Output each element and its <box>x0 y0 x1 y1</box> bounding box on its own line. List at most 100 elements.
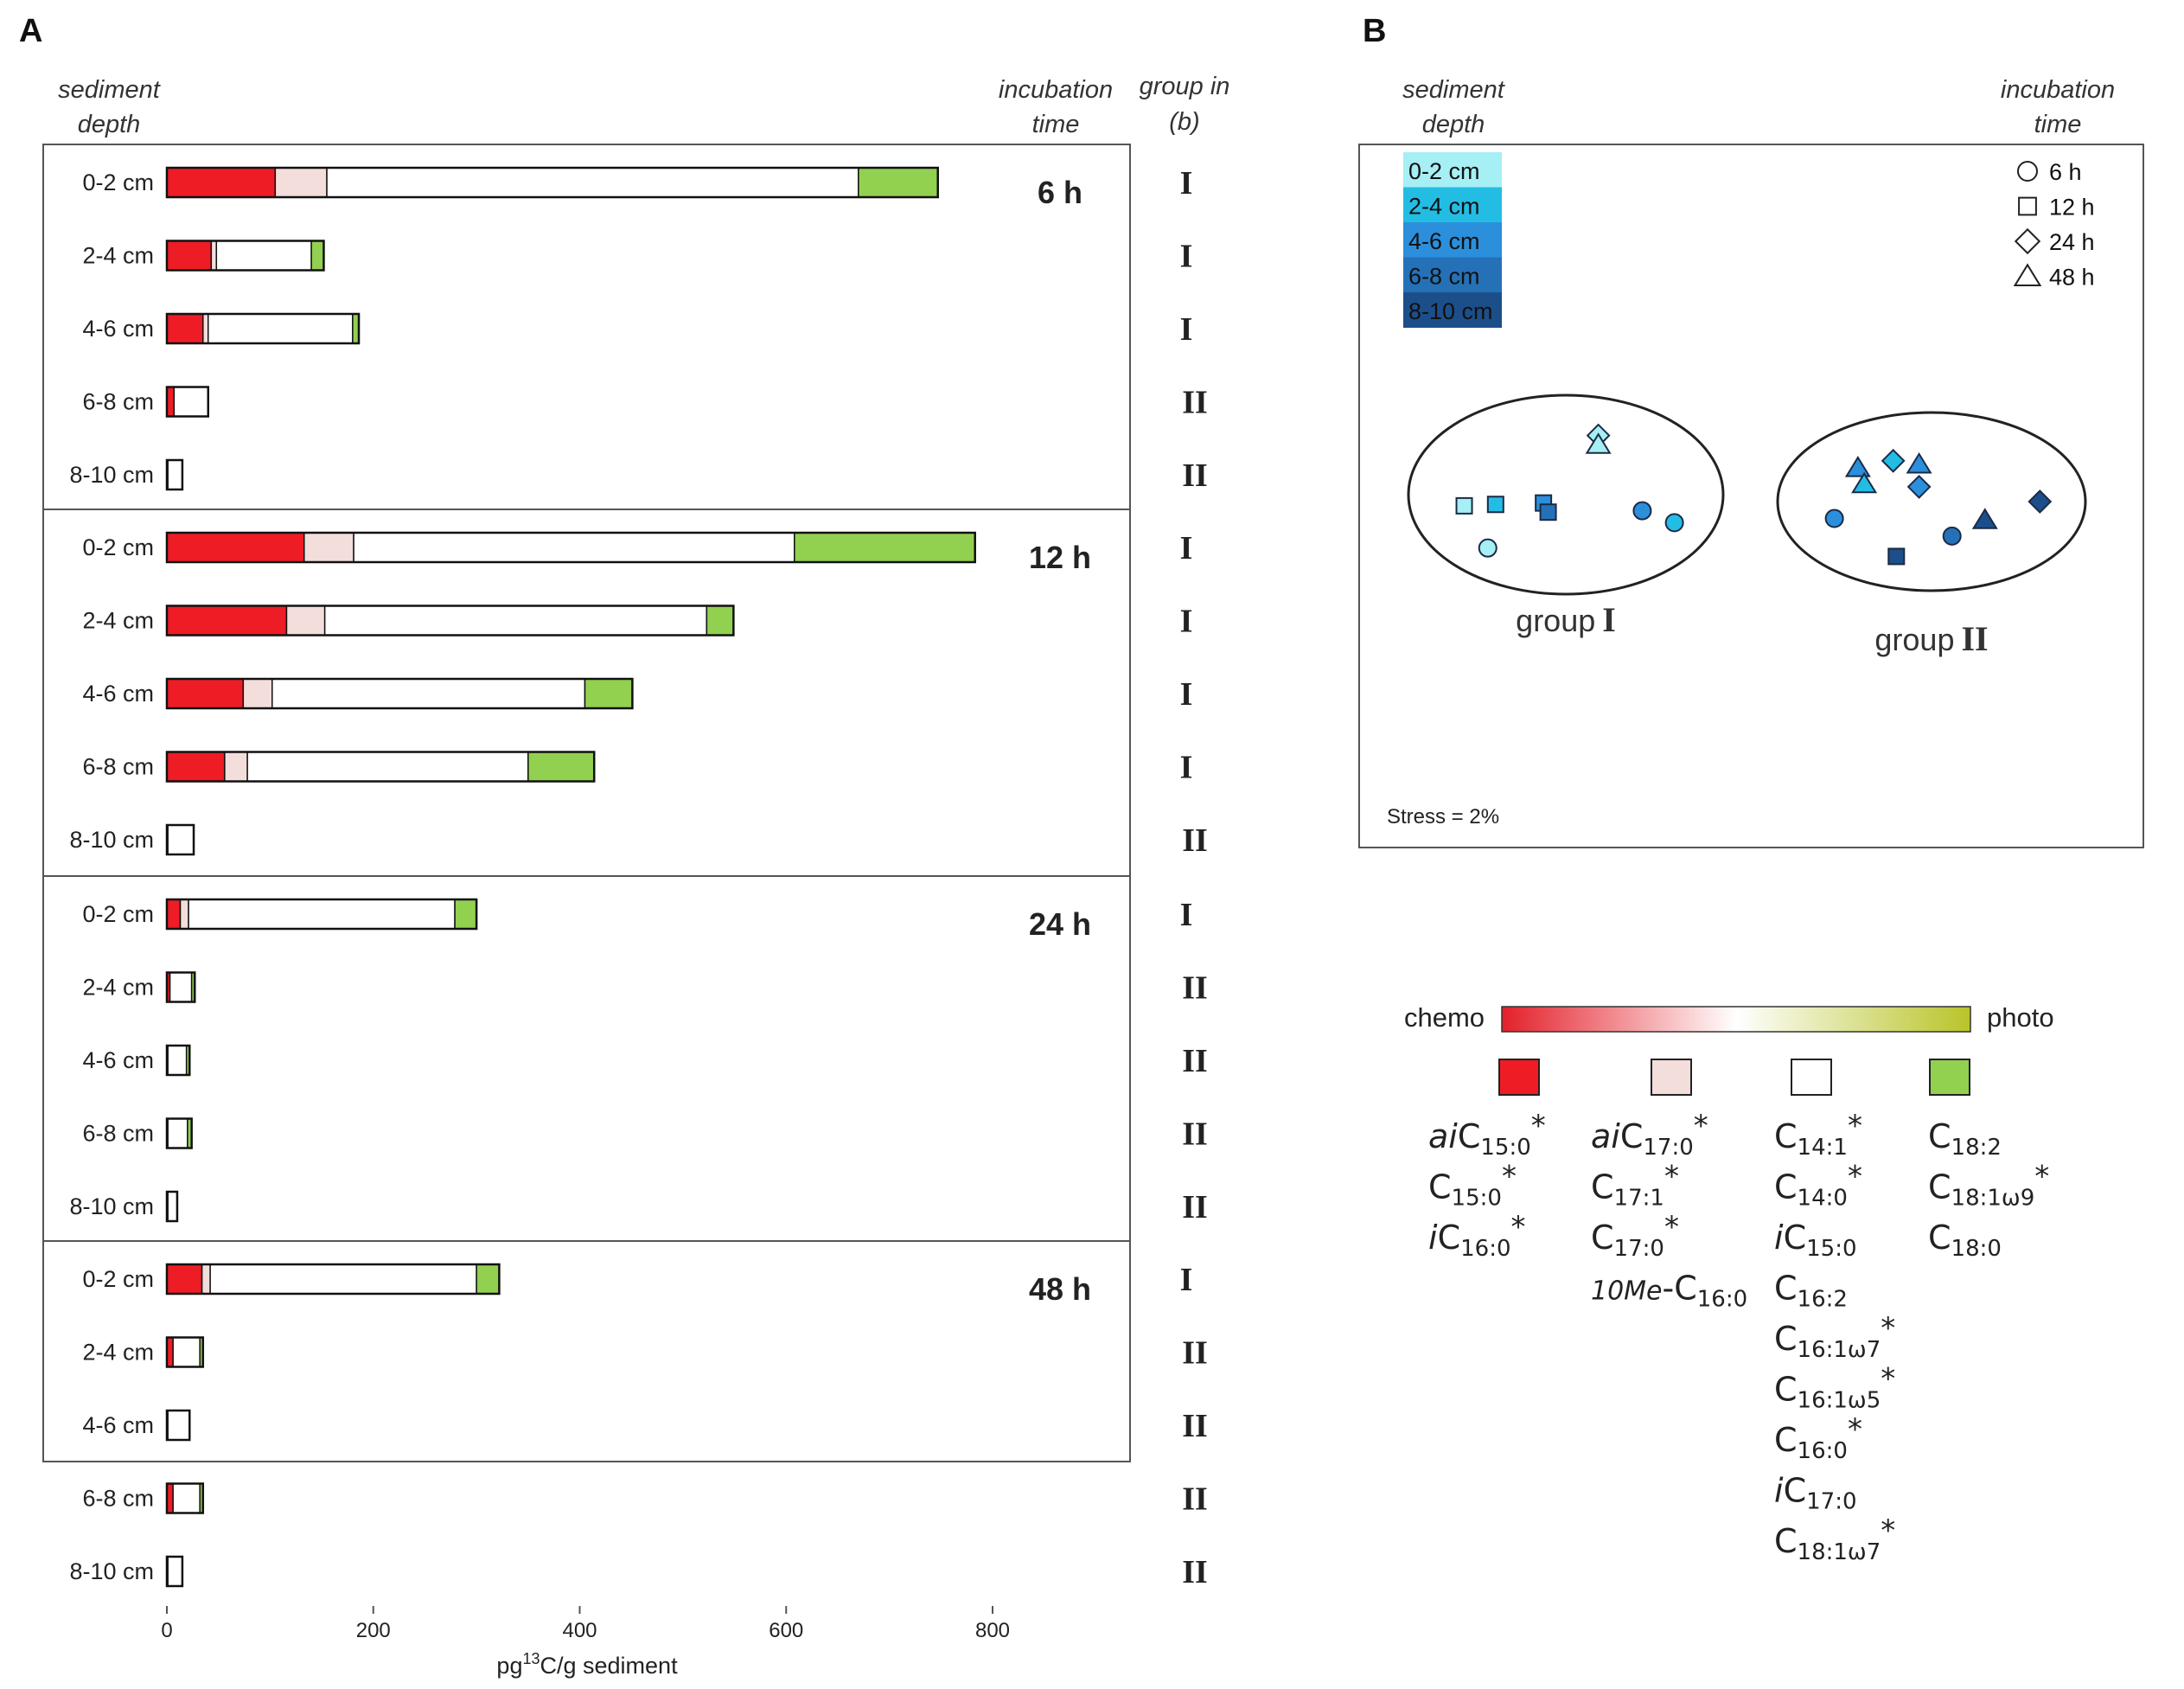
bar-segment <box>584 678 634 709</box>
time-legend-triangle-icon <box>2013 263 2042 287</box>
group-numeral: II <box>1182 1116 1208 1153</box>
group-numeral: II <box>1182 1481 1208 1518</box>
bar-segment <box>706 605 735 637</box>
data-point <box>1585 432 1612 454</box>
depth-header-line2: depth <box>78 111 141 138</box>
bar-outline <box>165 823 195 856</box>
fatty-acid-label: C16:1ω5* <box>1774 1362 1895 1414</box>
bar-outline <box>165 458 184 491</box>
bar-segment <box>166 899 182 930</box>
bar-segment <box>173 386 209 418</box>
depth-swatch <box>1403 257 1502 293</box>
group-header-line1: group in <box>1140 73 1230 100</box>
bar-segment <box>242 678 273 709</box>
depth-label: 8-10 cm <box>69 462 154 488</box>
depth-label: 0-2 cm <box>82 534 154 560</box>
bar-segment <box>201 1264 211 1295</box>
bar-segment <box>310 240 325 272</box>
fatty-acid-label: C14:1* <box>1774 1109 1862 1161</box>
bar-segment <box>285 605 326 637</box>
depth-label: 8-10 cm <box>69 1193 154 1219</box>
fatty-acid-label: C18:0 <box>1928 1219 2002 1262</box>
panel-a-headers: sediment depth incubation time group in … <box>58 73 1229 138</box>
stress-label: Stress = 2% <box>1387 805 1499 829</box>
bar-segment <box>166 167 277 198</box>
depth-label: 6-8 cm <box>82 389 154 415</box>
group-numeral: I <box>1180 750 1193 786</box>
depth-legend: 0-2 cm 2-4 cm 4-6 cm 6-8 cm 8-10 cm <box>1403 152 1502 328</box>
nmds-scatter <box>1455 423 2053 566</box>
bar-outline <box>165 1044 191 1077</box>
data-point <box>1906 451 1932 474</box>
fatty-acid-label: 10Me-C16:0 <box>1591 1270 1747 1313</box>
bar-segment <box>167 459 183 490</box>
x-tick-label: 400 <box>562 1619 597 1642</box>
group-numeral: I <box>1180 165 1193 202</box>
bar-chart-frame <box>42 144 1131 1462</box>
depth-label: 4-6 cm <box>82 316 154 342</box>
bar-outline <box>165 677 634 710</box>
depth-label: 0-2 cm <box>82 901 154 927</box>
x-tick-label: 200 <box>356 1619 391 1642</box>
bar-outline <box>165 751 596 783</box>
x-tick-label: 800 <box>975 1619 1010 1642</box>
fa-group-swatch <box>1498 1059 1540 1096</box>
bar-segment <box>224 751 248 783</box>
data-point <box>1632 501 1652 521</box>
group-i-label: group I <box>1516 600 1616 639</box>
x-tick-label: 600 <box>769 1619 803 1642</box>
depth-legend-label: 2-4 cm <box>1408 194 1480 220</box>
time-header-line2: time <box>1032 111 1080 138</box>
panel-b-letter: B <box>1363 13 1386 49</box>
group-numeral: I <box>1180 1262 1193 1298</box>
fa-group-swatch <box>1929 1059 1970 1096</box>
bar-segment <box>326 167 859 198</box>
b-depth-header-line2: depth <box>1422 111 1485 138</box>
bar-segment <box>476 1264 501 1295</box>
group-numeral: II <box>1182 385 1208 421</box>
fatty-acid-label: C18:1ω7* <box>1774 1513 1895 1565</box>
bar-segment <box>167 1045 188 1076</box>
depth-swatch <box>1403 187 1502 223</box>
bar-segment <box>274 167 328 198</box>
group-numeral: I <box>1180 239 1193 275</box>
group-numeral: I <box>1180 897 1193 933</box>
bar-chart: 6 h0-2 cm I2-4 cm I4-6 cm I6-8 cm II8-10 cm I… <box>42 144 1208 1679</box>
time-group-label: 6 h <box>1038 175 1082 210</box>
bar-segment <box>794 532 976 563</box>
fatty-acid-label: C18:1ω9* <box>1928 1160 2049 1212</box>
bar-outline <box>165 1482 205 1514</box>
bar-segment <box>167 1556 183 1587</box>
data-point <box>1887 547 1906 566</box>
group-numeral: II <box>1182 822 1208 859</box>
bar-segment <box>858 167 939 198</box>
depth-label: 8-10 cm <box>69 827 154 853</box>
time-group-label: 12 h <box>1029 540 1091 575</box>
bar-segment <box>209 1264 477 1295</box>
depth-label: 0-2 cm <box>82 170 154 195</box>
data-point <box>1664 513 1684 533</box>
bar-outline <box>165 386 209 418</box>
bar-segment <box>188 899 456 930</box>
data-point <box>1881 448 1906 473</box>
depth-label: 2-4 cm <box>82 1340 154 1366</box>
bar-segment <box>167 1191 178 1222</box>
depth-legend-label: 8-10 cm <box>1408 298 1493 324</box>
bar-outline <box>165 1117 193 1149</box>
bar-segment <box>527 751 595 783</box>
depth-label: 2-4 cm <box>82 243 154 269</box>
x-axis-label: pg13C/g sediment <box>496 1650 678 1679</box>
fatty-acid-label: C16:1ω7* <box>1774 1311 1895 1363</box>
bar-outline <box>165 898 478 931</box>
data-point <box>1824 509 1844 528</box>
data-point <box>1486 496 1504 514</box>
fatty-acid-label: C16:2 <box>1774 1270 1848 1313</box>
depth-label: 6-8 cm <box>82 1486 154 1512</box>
depth-label: 2-4 cm <box>82 608 154 634</box>
data-point <box>1851 471 1878 494</box>
bar-segment <box>167 1410 191 1441</box>
bar-segment <box>167 824 195 855</box>
group-numeral: II <box>1182 1043 1208 1079</box>
depth-label: 8-10 cm <box>69 1558 154 1584</box>
